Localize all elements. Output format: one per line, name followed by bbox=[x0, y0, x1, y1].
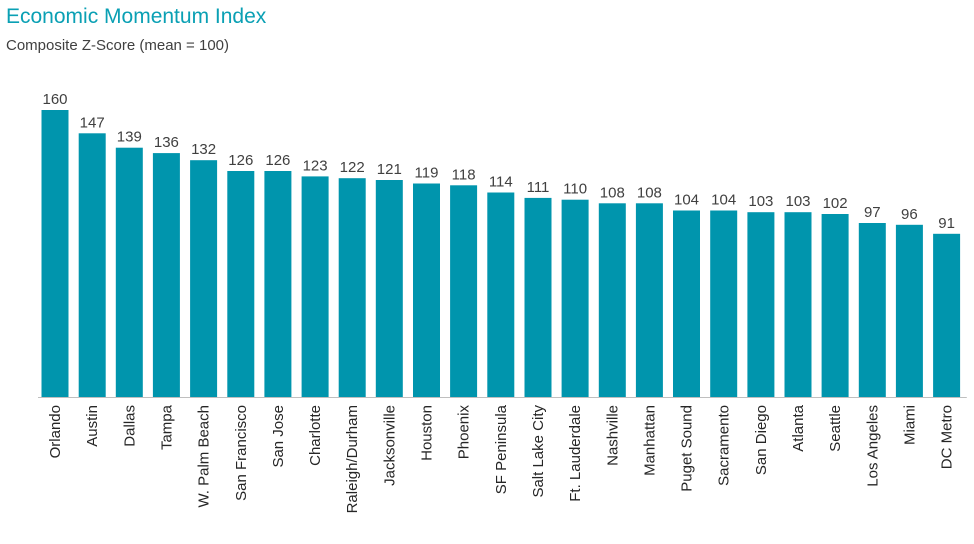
bar-los-angeles bbox=[858, 223, 886, 397]
data-label: 103 bbox=[748, 193, 773, 210]
bar-san-jose bbox=[264, 171, 292, 397]
bar-sf-peninsula bbox=[487, 192, 515, 397]
bar-tampa bbox=[152, 153, 180, 397]
bar-raleigh-durham bbox=[338, 178, 366, 397]
category-label: Sacramento bbox=[716, 405, 733, 486]
category-label: Seattle bbox=[827, 405, 844, 452]
data-label: 111 bbox=[527, 179, 550, 196]
category-label: Manhattan bbox=[641, 405, 658, 476]
bar-sacramento bbox=[710, 210, 738, 397]
category-label: Salt Lake City bbox=[530, 405, 547, 498]
bar-manhattan bbox=[635, 203, 663, 397]
data-label: 110 bbox=[563, 181, 587, 198]
bars-group bbox=[41, 110, 961, 398]
category-label: San Francisco bbox=[233, 405, 250, 501]
category-label: Miami bbox=[901, 405, 918, 445]
bar-puget-sound bbox=[673, 210, 700, 397]
category-label: San Jose bbox=[270, 405, 287, 468]
bar-dc-metro bbox=[933, 233, 961, 397]
category-label: Houston bbox=[419, 405, 436, 461]
data-label: 147 bbox=[80, 114, 105, 131]
bar-miami bbox=[895, 224, 923, 397]
data-label: 160 bbox=[42, 91, 67, 108]
value-labels-group: 160 147 139 136 132 126 126 123 122 121 119 118 114 1… bbox=[42, 91, 954, 232]
bar-phoenix bbox=[450, 185, 478, 397]
category-labels-group: Orlando Austin Dallas Tampa W. Palm Beach San… bbox=[47, 404, 956, 513]
data-label: 91 bbox=[938, 215, 955, 232]
bar-austin bbox=[78, 133, 106, 398]
bar-dallas bbox=[115, 147, 143, 397]
data-label: 126 bbox=[265, 152, 290, 169]
category-label: Dallas bbox=[121, 405, 138, 447]
bar-seattle bbox=[821, 214, 849, 397]
data-label: 108 bbox=[637, 184, 662, 201]
bar-houston bbox=[413, 183, 440, 397]
category-label: Ft. Lauderdale bbox=[567, 405, 584, 502]
category-label: Austin bbox=[84, 405, 101, 447]
data-label: 132 bbox=[191, 141, 216, 158]
data-label: 121 bbox=[377, 161, 402, 178]
category-label: SF Peninsula bbox=[493, 404, 510, 494]
category-label: Orlando bbox=[47, 405, 64, 458]
category-label: Jacksonville bbox=[381, 405, 398, 486]
data-label: 119 bbox=[415, 165, 439, 182]
category-label: Atlanta bbox=[790, 404, 807, 451]
data-label: 96 bbox=[901, 206, 918, 223]
data-label: 102 bbox=[823, 195, 848, 212]
bar-charlotte bbox=[301, 176, 329, 397]
data-label: 97 bbox=[864, 204, 881, 221]
data-label: 136 bbox=[154, 134, 179, 151]
data-label: 118 bbox=[452, 166, 476, 183]
category-label: Raleigh/Durham bbox=[344, 405, 361, 513]
category-label: DC Metro bbox=[939, 405, 956, 469]
data-label: 114 bbox=[489, 174, 513, 191]
bar-san-diego bbox=[747, 212, 775, 397]
data-label: 126 bbox=[228, 152, 253, 169]
category-label: Charlotte bbox=[307, 405, 324, 466]
bar-w-palm-beach bbox=[190, 160, 218, 397]
bar-san-francisco bbox=[227, 171, 255, 397]
data-label: 104 bbox=[711, 192, 736, 209]
chart-subtitle: Composite Z-Score (mean = 100) bbox=[6, 37, 230, 54]
category-label: Tampa bbox=[158, 404, 175, 450]
data-label: 104 bbox=[674, 192, 699, 209]
bar-nashville bbox=[598, 203, 626, 397]
category-label: Nashville bbox=[604, 405, 621, 466]
bar-salt-lake-city bbox=[524, 197, 552, 397]
data-label: 139 bbox=[117, 129, 142, 146]
category-label: Los Angeles bbox=[864, 405, 881, 487]
data-label: 123 bbox=[303, 157, 328, 174]
chart-title: Economic Momentum Index bbox=[6, 5, 267, 28]
data-label: 122 bbox=[340, 159, 365, 176]
data-label: 108 bbox=[600, 184, 625, 201]
category-label: San Diego bbox=[753, 405, 770, 475]
bar-orlando bbox=[41, 110, 69, 397]
bar-atlanta bbox=[784, 212, 812, 397]
category-label: Puget Sound bbox=[679, 405, 696, 492]
category-label: Phoenix bbox=[456, 405, 473, 460]
category-label: W. Palm Beach bbox=[196, 405, 213, 508]
bar-jacksonville bbox=[375, 180, 403, 397]
data-label: 103 bbox=[785, 193, 810, 210]
bar-ft-lauderdale bbox=[561, 199, 589, 397]
